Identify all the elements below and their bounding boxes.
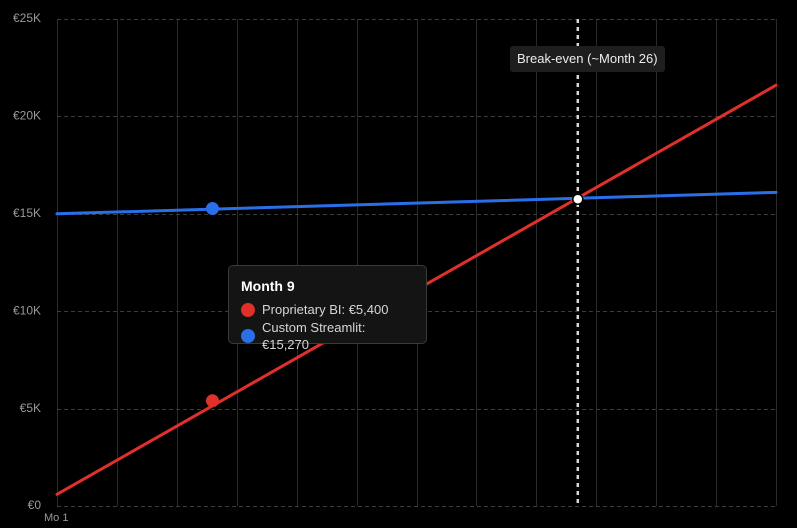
tooltip-title: Month 9 [241,278,295,294]
tooltip-proprietary-value: Proprietary BI: €5,400 [262,302,389,317]
y-axis: €0 €5K €10K €15K €20K €25K [13,11,41,512]
break-even-label: Break-even (~Month 26) [517,51,658,66]
markers [205,193,584,408]
x-axis: Mo 1 [44,512,68,524]
break-even-point [572,193,584,205]
hover-tooltip: Month 9 Proprietary BI: €5,400 Custom St… [228,265,427,352]
y-tick-label: €10K [13,303,41,317]
custom-streamlit-point [205,202,219,216]
y-tick-label: €20K [13,109,41,123]
streamlit-swatch-icon [241,329,255,343]
grid-lines [57,19,777,507]
y-tick-label: €25K [13,11,41,25]
tooltip-row-proprietary: Proprietary BI: €5,400 [241,301,414,318]
y-tick-label: €5K [20,401,41,415]
y-tick-label: €15K [13,206,41,220]
proprietary-swatch-icon [241,302,255,317]
tooltip-streamlit-value: Custom Streamlit: €15,270 [262,320,366,352]
x-tick-label: Mo 1 [44,512,68,524]
custom-streamlit-line [55,190,778,216]
y-tick-label: €0 [28,498,42,512]
proprietary-bi-point [205,394,219,408]
tooltip-row-streamlit: Custom Streamlit: €15,270 [241,319,414,353]
series-lines [55,19,778,506]
break-even-annotation: Break-even (~Month 26) [510,46,665,72]
